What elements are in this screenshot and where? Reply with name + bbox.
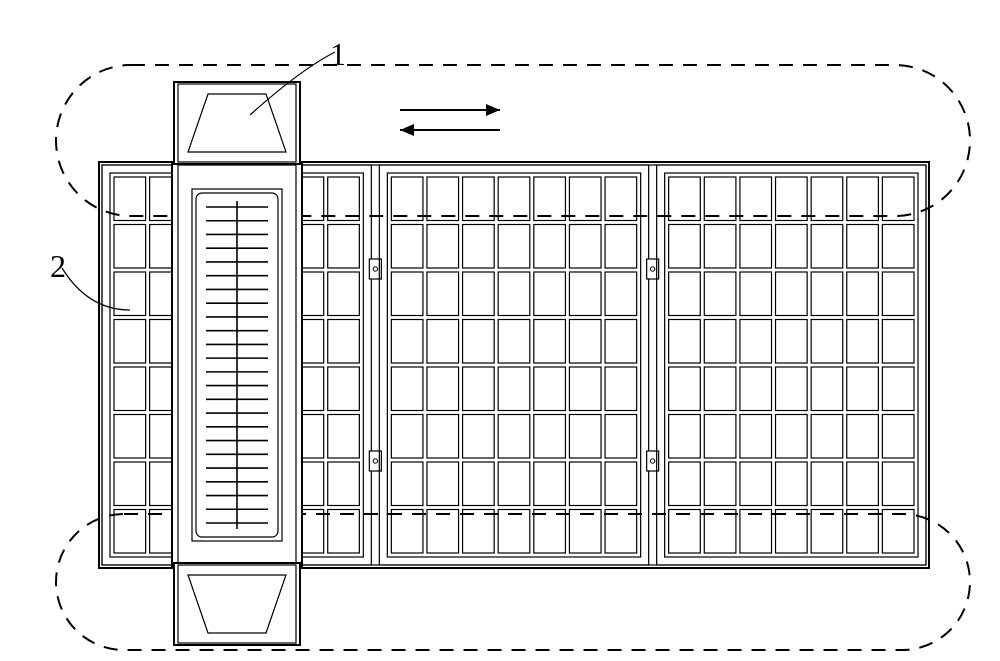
callout-label-2: 2 bbox=[50, 248, 66, 285]
diagram-canvas: 1 2 bbox=[0, 0, 1000, 661]
direction-arrows bbox=[400, 104, 500, 136]
cleaning-robot bbox=[172, 82, 302, 645]
callout-label-1: 1 bbox=[330, 36, 346, 73]
diagram-svg bbox=[0, 0, 1000, 661]
